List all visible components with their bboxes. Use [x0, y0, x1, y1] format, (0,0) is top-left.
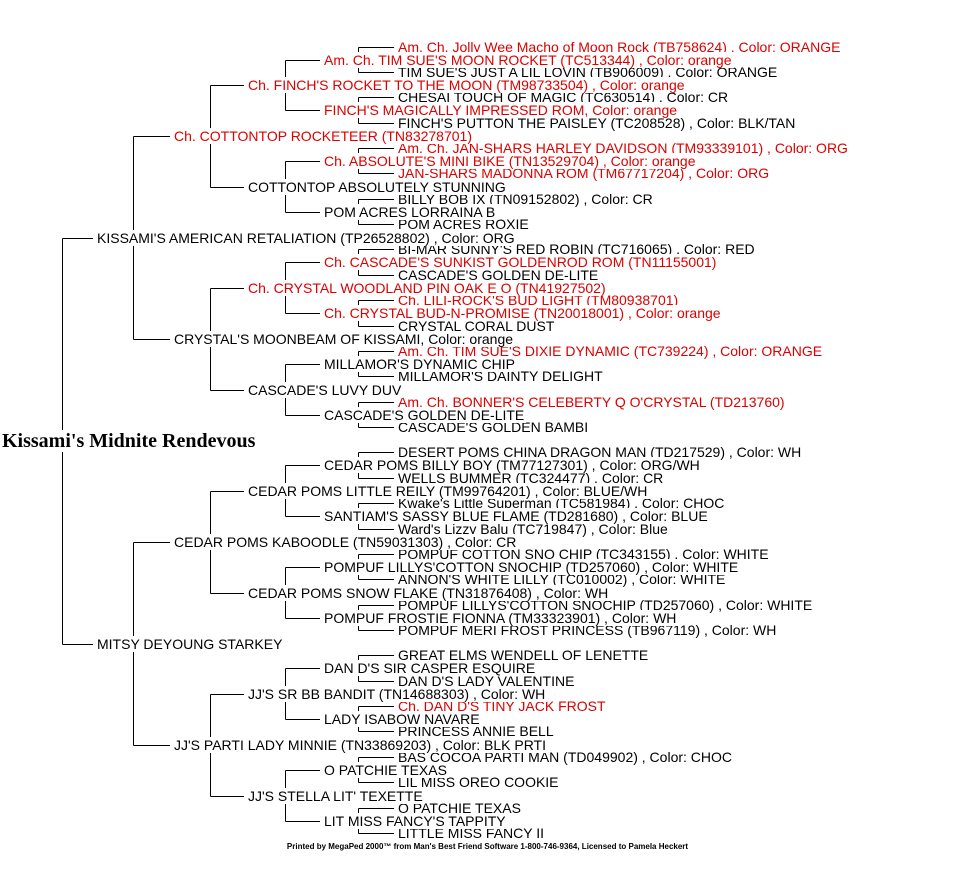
pedigree-entry: Ch. COTTONTOP ROCKETEER (TN83278701)	[172, 128, 474, 144]
pedigree-entry: COTTONTOP ABSOLUTELY STUNNING	[246, 179, 508, 195]
pedigree-entry: JJ'S STELLA LIT' TEXETTE	[246, 788, 425, 804]
pedigree-entry: JJ'S SR BB BANDIT (TN14688303) , Color: …	[246, 686, 548, 702]
pedigree-entry: FINCH'S MAGICALLY IMPRESSED ROM, Color: …	[322, 102, 680, 118]
pedigree-entry: O PATCHIE TEXAS	[322, 762, 449, 778]
pedigree-entry: MITSY DEYOUNG STARKEY	[95, 636, 285, 652]
pedigree-root-name: Kissami's Midnite Rendevous	[0, 430, 258, 452]
pedigree-entry: SANTIAM'S SASSY BLUE FLAME (TD281680) , …	[322, 508, 710, 524]
pedigree-entry: GREAT ELMS WENDELL OF LENETTE	[396, 647, 651, 663]
pedigree-entry: DAN D'S LADY VALENTINE	[396, 673, 577, 689]
pedigree-entry: POMPUF COTTON SNO CHIP (TC343155) , Colo…	[396, 546, 771, 562]
pedigree-entry: Am. Ch. TIM SUE'S DIXIE DYNAMIC (TC73922…	[396, 343, 825, 359]
pedigree-entry: LITTLE MISS FANCY II	[396, 825, 547, 841]
pedigree-entry: CRYSTAL CORAL DUST	[396, 318, 557, 334]
pedigree-entry: WELLS BUMMER (TC324477) , Color: CR	[396, 470, 666, 486]
pedigree-entry: POMPUF LILLYS'COTTON SNOCHIP (TD257060) …	[322, 559, 741, 575]
pedigree-entry: CASCADE'S GOLDEN DE-LITE	[322, 407, 527, 423]
pedigree-entry: Ch. CRYSTAL WOODLAND PIN OAK E O (TN4192…	[246, 280, 608, 296]
pedigree-entry: Am. Ch. Jolly Wee Macho of Moon Rock (TB…	[396, 39, 843, 55]
pedigree-entry: BAS COCOA PARTI MAN (TD049902) , Color: …	[396, 749, 735, 765]
pedigree-entry: LADY ISABOW NAVARE	[322, 711, 482, 727]
pedigree-entry: JAN-SHARS MADONNA ROM (TM67717204) , Col…	[396, 165, 772, 181]
pedigree-entry: POMPUF FROSTIE FIONNA (TM33323901) , Col…	[322, 610, 679, 626]
pedigree-entry: CASCADE'S GOLDEN DE-LITE	[396, 267, 601, 283]
pedigree-entry: Ch. ABSOLUTE'S MINI BIKE (TN13529704) , …	[322, 153, 698, 169]
pedigree-entry: CEDAR POMS BILLY BOY (TM77127301) , Colo…	[322, 457, 702, 473]
pedigree-entry: LIT MISS FANCY'S TAPPITY	[322, 813, 508, 829]
pedigree-entry: POMPUF MERI FROST PRINCESS (TB967119) , …	[396, 622, 779, 638]
pedigree-entry: Ch. CASCADE'S SUNKIST GOLDENROD ROM (TN1…	[322, 254, 719, 270]
pedigree-entry: PRINCESS ANNIE BELL	[396, 723, 556, 739]
pedigree-entry: O PATCHIE TEXAS	[396, 800, 523, 816]
pedigree-entry: Am. Ch. BONNER'S CELEBERTY Q O'CRYSTAL (…	[396, 394, 787, 410]
pedigree-entry: Ch. FINCH'S ROCKET TO THE MOON (TM987335…	[246, 77, 687, 93]
pedigree-entry: CASCADE'S GOLDEN BAMBI	[396, 419, 591, 435]
pedigree-entry: POMPUF LILLYS'COTTON SNOCHIP (TD257060) …	[396, 597, 815, 613]
pedigree-entry: DESERT POMS CHINA DRAGON MAN (TD217529) …	[396, 444, 804, 460]
pedigree-entry: FINCH'S PUTTON THE PAISLEY (TC208528) , …	[396, 115, 798, 131]
pedigree-entry: Kwake's Little Superman (TC581984) , Col…	[396, 495, 727, 511]
pedigree-entry: DAN D'S SIR CASPER ESQUIRE	[322, 660, 538, 676]
pedigree-entry: CEDAR POMS SNOW FLAKE (TN31876408) , Col…	[246, 585, 611, 601]
pedigree-entry: KISSAMI'S AMERICAN RETALIATION (TP265288…	[95, 230, 517, 246]
pedigree-entry: POM ACRES LORRAINA B	[322, 204, 498, 220]
footer-credit: Printed by MegaPed 2000™ from Man's Best…	[286, 842, 689, 851]
pedigree-entry: Ward's Lizzy Balu (TC719847) , Color: Bl…	[396, 521, 670, 537]
pedigree-entry: Am. Ch. JAN-SHARS HARLEY DAVIDSON (TM933…	[396, 140, 850, 156]
pedigree-entry: Ch. LILI-ROCK'S BUD LIGHT (TM80938701)	[396, 292, 681, 308]
pedigree-entry: CRYSTAL'S MOONBEAM OF KISSAMI, Color: or…	[172, 331, 516, 347]
pedigree-entry: Am. Ch. TIM SUE'S MOON ROCKET (TC513344)…	[322, 52, 734, 68]
pedigree-entry: CEDAR POMS KABOODLE (TN59031303) , Color…	[172, 534, 519, 550]
pedigree-entry: Ch. DAN D'S TINY JACK FROST	[396, 698, 608, 714]
pedigree-entry: MILLAMOR'S DAINTY DELIGHT	[396, 368, 605, 384]
pedigree-entry: TIM SUE'S JUST A LIL LOVIN (TB906009) , …	[396, 64, 780, 80]
pedigree-entry: CASCADE'S LUVY DUV	[246, 382, 404, 398]
pedigree-entry: CEDAR POMS LITTLE REILY (TM99764201) , C…	[246, 483, 650, 499]
pedigree-entry: JJ'S PARTI LADY MINNIE (TN33869203) , Co…	[172, 737, 548, 753]
pedigree-entry: POM ACRES ROXIE	[396, 216, 531, 232]
pedigree-entry: ANNON'S WHITE LILLY (TC010002) , Color: …	[396, 571, 728, 587]
pedigree-entry: BILLY BOB IX (TN09152802) , Color: CR	[396, 191, 655, 207]
pedigree-entry: CHESAI TOUCH OF MAGIC (TC630514) , Color…	[396, 89, 731, 105]
pedigree-entry: Ch. CRYSTAL BUD-N-PROMISE (TN20018001) ,…	[322, 305, 723, 321]
pedigree-entry: MILLAMOR'S DYNAMIC CHIP	[322, 356, 517, 372]
pedigree-entry: LIL MISS OREO COOKIE	[396, 774, 561, 790]
